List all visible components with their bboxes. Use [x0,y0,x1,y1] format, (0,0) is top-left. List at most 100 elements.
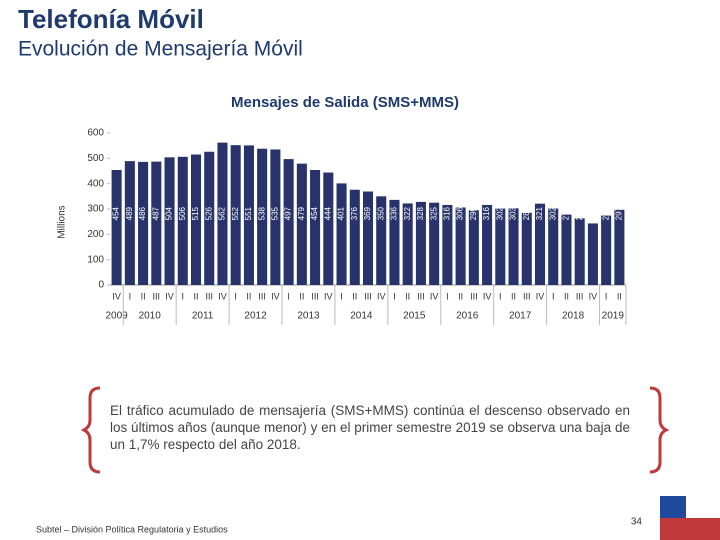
x-tick-label: IV [112,291,121,301]
x-tick-label: IV [271,291,280,301]
bar [389,199,400,285]
value-label: 497 [284,206,293,220]
x-tick-label: I [446,291,449,301]
chart-title: Mensajes de Salida (SMS+MMS) [231,94,459,111]
x-tick-label: IV [430,291,439,301]
note: El tráfico acumulado de mensajería (SMS+… [110,403,630,452]
year-label: 2013 [297,311,320,322]
bar [177,156,188,285]
bar [429,202,440,285]
x-tick-label: I [605,291,608,301]
value-label: 263 [575,206,584,220]
year-label: 2011 [192,311,214,322]
year-label: 2017 [509,311,532,322]
value-label: 328 [416,206,425,220]
x-tick-label: IV [483,291,492,301]
x-tick-label: I [287,291,290,301]
bar [190,154,202,285]
value-label: 479 [297,206,306,220]
value-label: 295 [469,206,478,220]
bar [587,223,598,285]
right-brace [649,386,670,474]
bar [614,209,625,285]
bar [468,210,479,285]
bar [323,172,334,285]
bar [164,157,175,285]
value-label: 350 [376,206,385,220]
logo-blue [660,496,686,518]
value-label: 454 [310,206,319,220]
x-tick-label: IV [536,291,545,301]
x-tick-label: III [205,291,213,301]
bar [415,201,426,285]
bar [376,196,387,285]
value-label: 454 [112,206,121,220]
x-tick-label: III [470,291,478,301]
x-tick-label: IV [165,291,174,301]
value-label: 486 [138,206,147,220]
value-label: 336 [390,206,399,220]
x-tick-label: II [458,291,463,301]
x-tick-label: I [393,291,396,301]
bar [151,161,162,285]
x-tick-label: I [182,291,185,301]
value-label: 487 [151,206,160,220]
bar [534,203,546,285]
left-brace [80,386,101,474]
x-tick-label: II [617,291,622,301]
y-tick-label: 200 [87,229,104,240]
year-label: 2015 [403,311,426,322]
value-label: 376 [350,206,359,220]
value-label: 306 [456,206,465,220]
x-tick-label: IV [218,291,227,301]
value-label: 401 [337,206,346,220]
year-label: 2010 [139,311,162,322]
value-label: 444 [323,206,332,220]
x-tick-label: II [141,291,146,301]
year-label: 2009 [105,311,128,322]
value-label: 552 [231,206,240,220]
value-label: 302 [548,206,557,220]
bar [402,203,413,285]
bar [362,191,374,285]
year-label: 2018 [562,311,585,322]
x-tick-label: II [299,291,304,301]
year-label: 2019 [602,311,625,322]
y-tick-label: 300 [87,204,104,215]
x-tick-label: I [499,291,502,301]
x-tick-label: II [193,291,198,301]
y-tick-label: 0 [98,280,104,291]
year-label: 2014 [350,311,373,322]
y-tick-label: 500 [87,153,104,164]
bar [230,145,241,285]
x-tick-label: III [576,291,584,301]
value-label: 369 [363,206,372,220]
bar [111,169,122,285]
bar [521,212,532,285]
value-label: 274 [601,206,610,220]
value-label: 489 [125,206,134,220]
year-label: 2016 [456,311,479,322]
x-tick-label: II [564,291,569,301]
x-tick-label: III [523,291,531,301]
x-tick-label: III [153,291,161,301]
x-tick-label: III [364,291,372,301]
value-label: 551 [244,206,253,220]
x-tick-label: IV [377,291,386,301]
bar [561,214,572,285]
value-label: 316 [482,206,491,220]
x-tick-label: III [311,291,319,301]
bar [124,161,135,285]
x-tick-label: II [352,291,357,301]
value-label: 297 [614,206,623,220]
bar [138,161,149,285]
y-tick-label: 400 [87,178,104,189]
bar [243,145,254,285]
page-title: Telefonía Móvil [18,4,204,34]
x-tick-label: II [405,291,410,301]
bar [548,208,559,285]
bar [442,204,453,285]
value-label: 302 [495,206,504,220]
